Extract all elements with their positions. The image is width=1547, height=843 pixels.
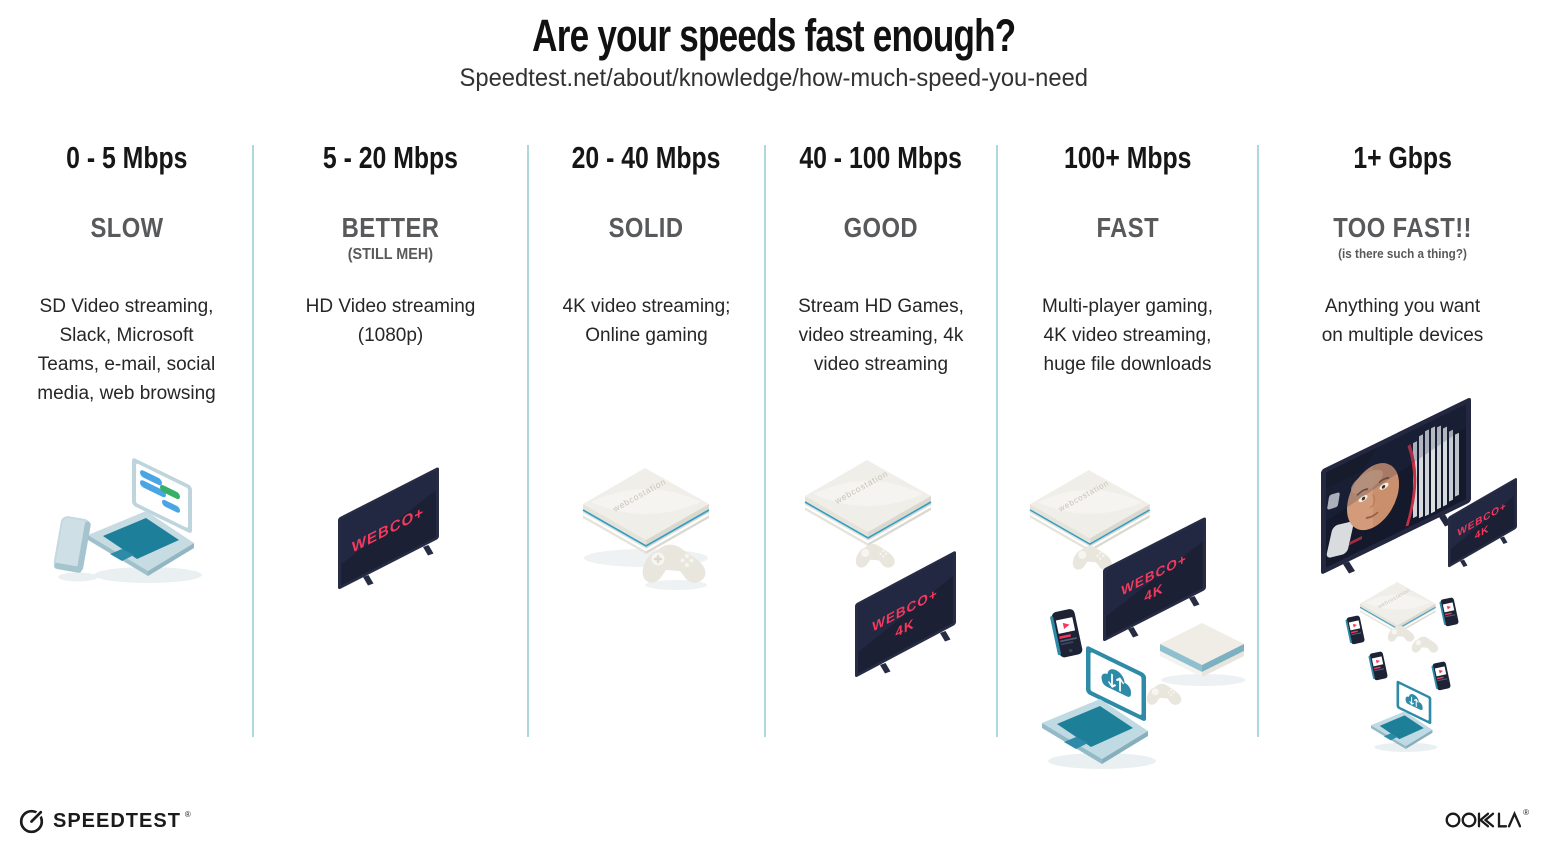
rating-label: GOOD <box>843 212 919 243</box>
download-upload-arrows-icon <box>1409 696 1419 708</box>
laptop-and-phone-illustration <box>53 458 202 583</box>
column-divider <box>764 145 766 737</box>
play-icon <box>1446 605 1451 610</box>
rating-subnote: (STILL MEH) <box>347 246 434 263</box>
astronaut-screen <box>1326 404 1466 568</box>
game-console-icon: webcostation <box>804 460 932 546</box>
game-controller-icon <box>1146 683 1182 705</box>
game-console-icon: webcostation <box>1029 470 1151 552</box>
smartphone-video-icon <box>1368 651 1388 681</box>
speed-range-label: 100+ Mbps <box>1063 140 1192 175</box>
laptop-download-icon <box>1371 680 1438 752</box>
speed-column-40-100-mbps: 40 - 100 Mbps GOOD Stream HD Games, vide… <box>765 140 997 780</box>
speed-column-100-plus-mbps: 100+ Mbps FAST Multi-player gaming, 4K v… <box>997 140 1258 780</box>
column-divider <box>527 145 529 737</box>
console-and-4k-tv-illustration: webcostation WEBCO+ 4K <box>804 460 956 678</box>
game-controller-icon <box>855 543 895 568</box>
use-case-description: HD Video streaming (1080p) <box>305 296 476 346</box>
speed-column-1-plus-gbps: 1+ Gbps TOO FAST!! (is there such a thin… <box>1258 140 1547 780</box>
game-console-icon: webcostation <box>582 468 710 567</box>
play-icon <box>1375 659 1380 664</box>
speed-column-20-40-mbps: 20 - 40 Mbps SOLID 4K video streaming; O… <box>528 140 765 780</box>
page-title: Are your speeds fast enough? <box>531 10 1016 61</box>
tv-4k-icon: WEBCO+ 4K <box>1448 478 1517 568</box>
ookla-wordmark <box>1445 810 1522 828</box>
speed-range-label: 40 - 100 Mbps <box>799 140 963 175</box>
play-icon <box>1438 669 1443 674</box>
game-controller-icon <box>1411 636 1439 653</box>
laptop-icon <box>88 458 194 576</box>
multi-device-illustration: webcostation WEBCO+ 4K <box>1029 470 1245 769</box>
registered-mark: ® <box>184 810 191 819</box>
speed-column-0-5-mbps: 0 - 5 Mbps SLOW SD Video streaming, Slac… <box>0 140 253 780</box>
column-divider <box>996 145 998 737</box>
registered-mark: ® <box>1523 808 1529 817</box>
smartphone-video-icon <box>1439 597 1459 627</box>
speed-range-label: 0 - 5 Mbps <box>65 140 188 175</box>
speed-range-label: 5 - 20 Mbps <box>322 140 459 175</box>
tv-icon: WEBCO+ <box>338 467 439 590</box>
play-icon <box>1062 622 1070 630</box>
play-icon <box>1352 623 1357 628</box>
smartphone-video-icon <box>1050 609 1083 658</box>
use-case-description: Anything you want on multiple devices <box>1321 296 1484 346</box>
rating-label: FAST <box>1096 212 1159 243</box>
column-divider <box>1257 145 1259 737</box>
smartphone-video-icon <box>1431 661 1451 691</box>
tv-4k-icon: WEBCO+ 4K <box>1103 517 1206 642</box>
rating-subnote: (is there such a thing?) <box>1338 246 1467 261</box>
speed-column-5-20-mbps: 5 - 20 Mbps BETTER (STILL MEH) HD Video … <box>253 140 528 780</box>
game-controller-icon <box>1072 545 1112 570</box>
laptop-download-icon <box>1042 646 1156 769</box>
page-subtitle-url: Speedtest.net/about/knowledge/how-much-s… <box>459 64 1088 92</box>
use-case-description: 4K video streaming; Online gaming <box>562 296 731 346</box>
many-devices-illustration: WEBCO+ 4K webcostation <box>1321 397 1517 752</box>
speedometer-gauge-icon <box>19 809 44 834</box>
game-console-flat-icon <box>1160 623 1245 686</box>
chat-bubble-icon <box>140 480 166 498</box>
smartphone-video-icon <box>1345 615 1365 645</box>
use-case-description: Stream HD Games, video streaming, 4k vid… <box>798 296 964 375</box>
rating-label: SOLID <box>609 212 684 243</box>
tv-4k-icon: WEBCO+ 4K <box>855 551 956 678</box>
rating-label: TOO FAST!! <box>1333 212 1472 243</box>
tv-astronaut-icon <box>1321 397 1471 574</box>
game-controller-icon <box>642 544 707 590</box>
game-console-icon: webcostation <box>1359 582 1436 634</box>
use-case-description: Multi-player gaming, 4K video streaming,… <box>1041 296 1214 375</box>
column-divider <box>252 145 254 737</box>
chat-bubble-icon <box>160 484 180 500</box>
chat-bubble-icon <box>140 470 162 486</box>
rating-label: SLOW <box>89 212 164 243</box>
use-case-description: SD Video streaming, Slack, Microsoft Tea… <box>37 296 216 404</box>
speed-range-label: 20 - 40 Mbps <box>572 140 721 175</box>
chat-bubble-icon <box>162 499 180 513</box>
rating-label: BETTER <box>341 212 440 243</box>
speedtest-wordmark: SPEEDTEST <box>53 810 181 832</box>
speed-range-label: 1+ Gbps <box>1353 140 1452 175</box>
tv-illustration: WEBCO+ <box>338 467 439 590</box>
game-controller-icon <box>1387 625 1415 642</box>
game-console-illustration: webcostation <box>582 468 710 590</box>
speedtest-logo: SPEEDTEST ® <box>18 808 191 835</box>
download-upload-arrows-icon <box>1108 673 1124 692</box>
smartphone-icon <box>53 516 91 573</box>
ookla-logo: ® <box>1445 806 1529 832</box>
